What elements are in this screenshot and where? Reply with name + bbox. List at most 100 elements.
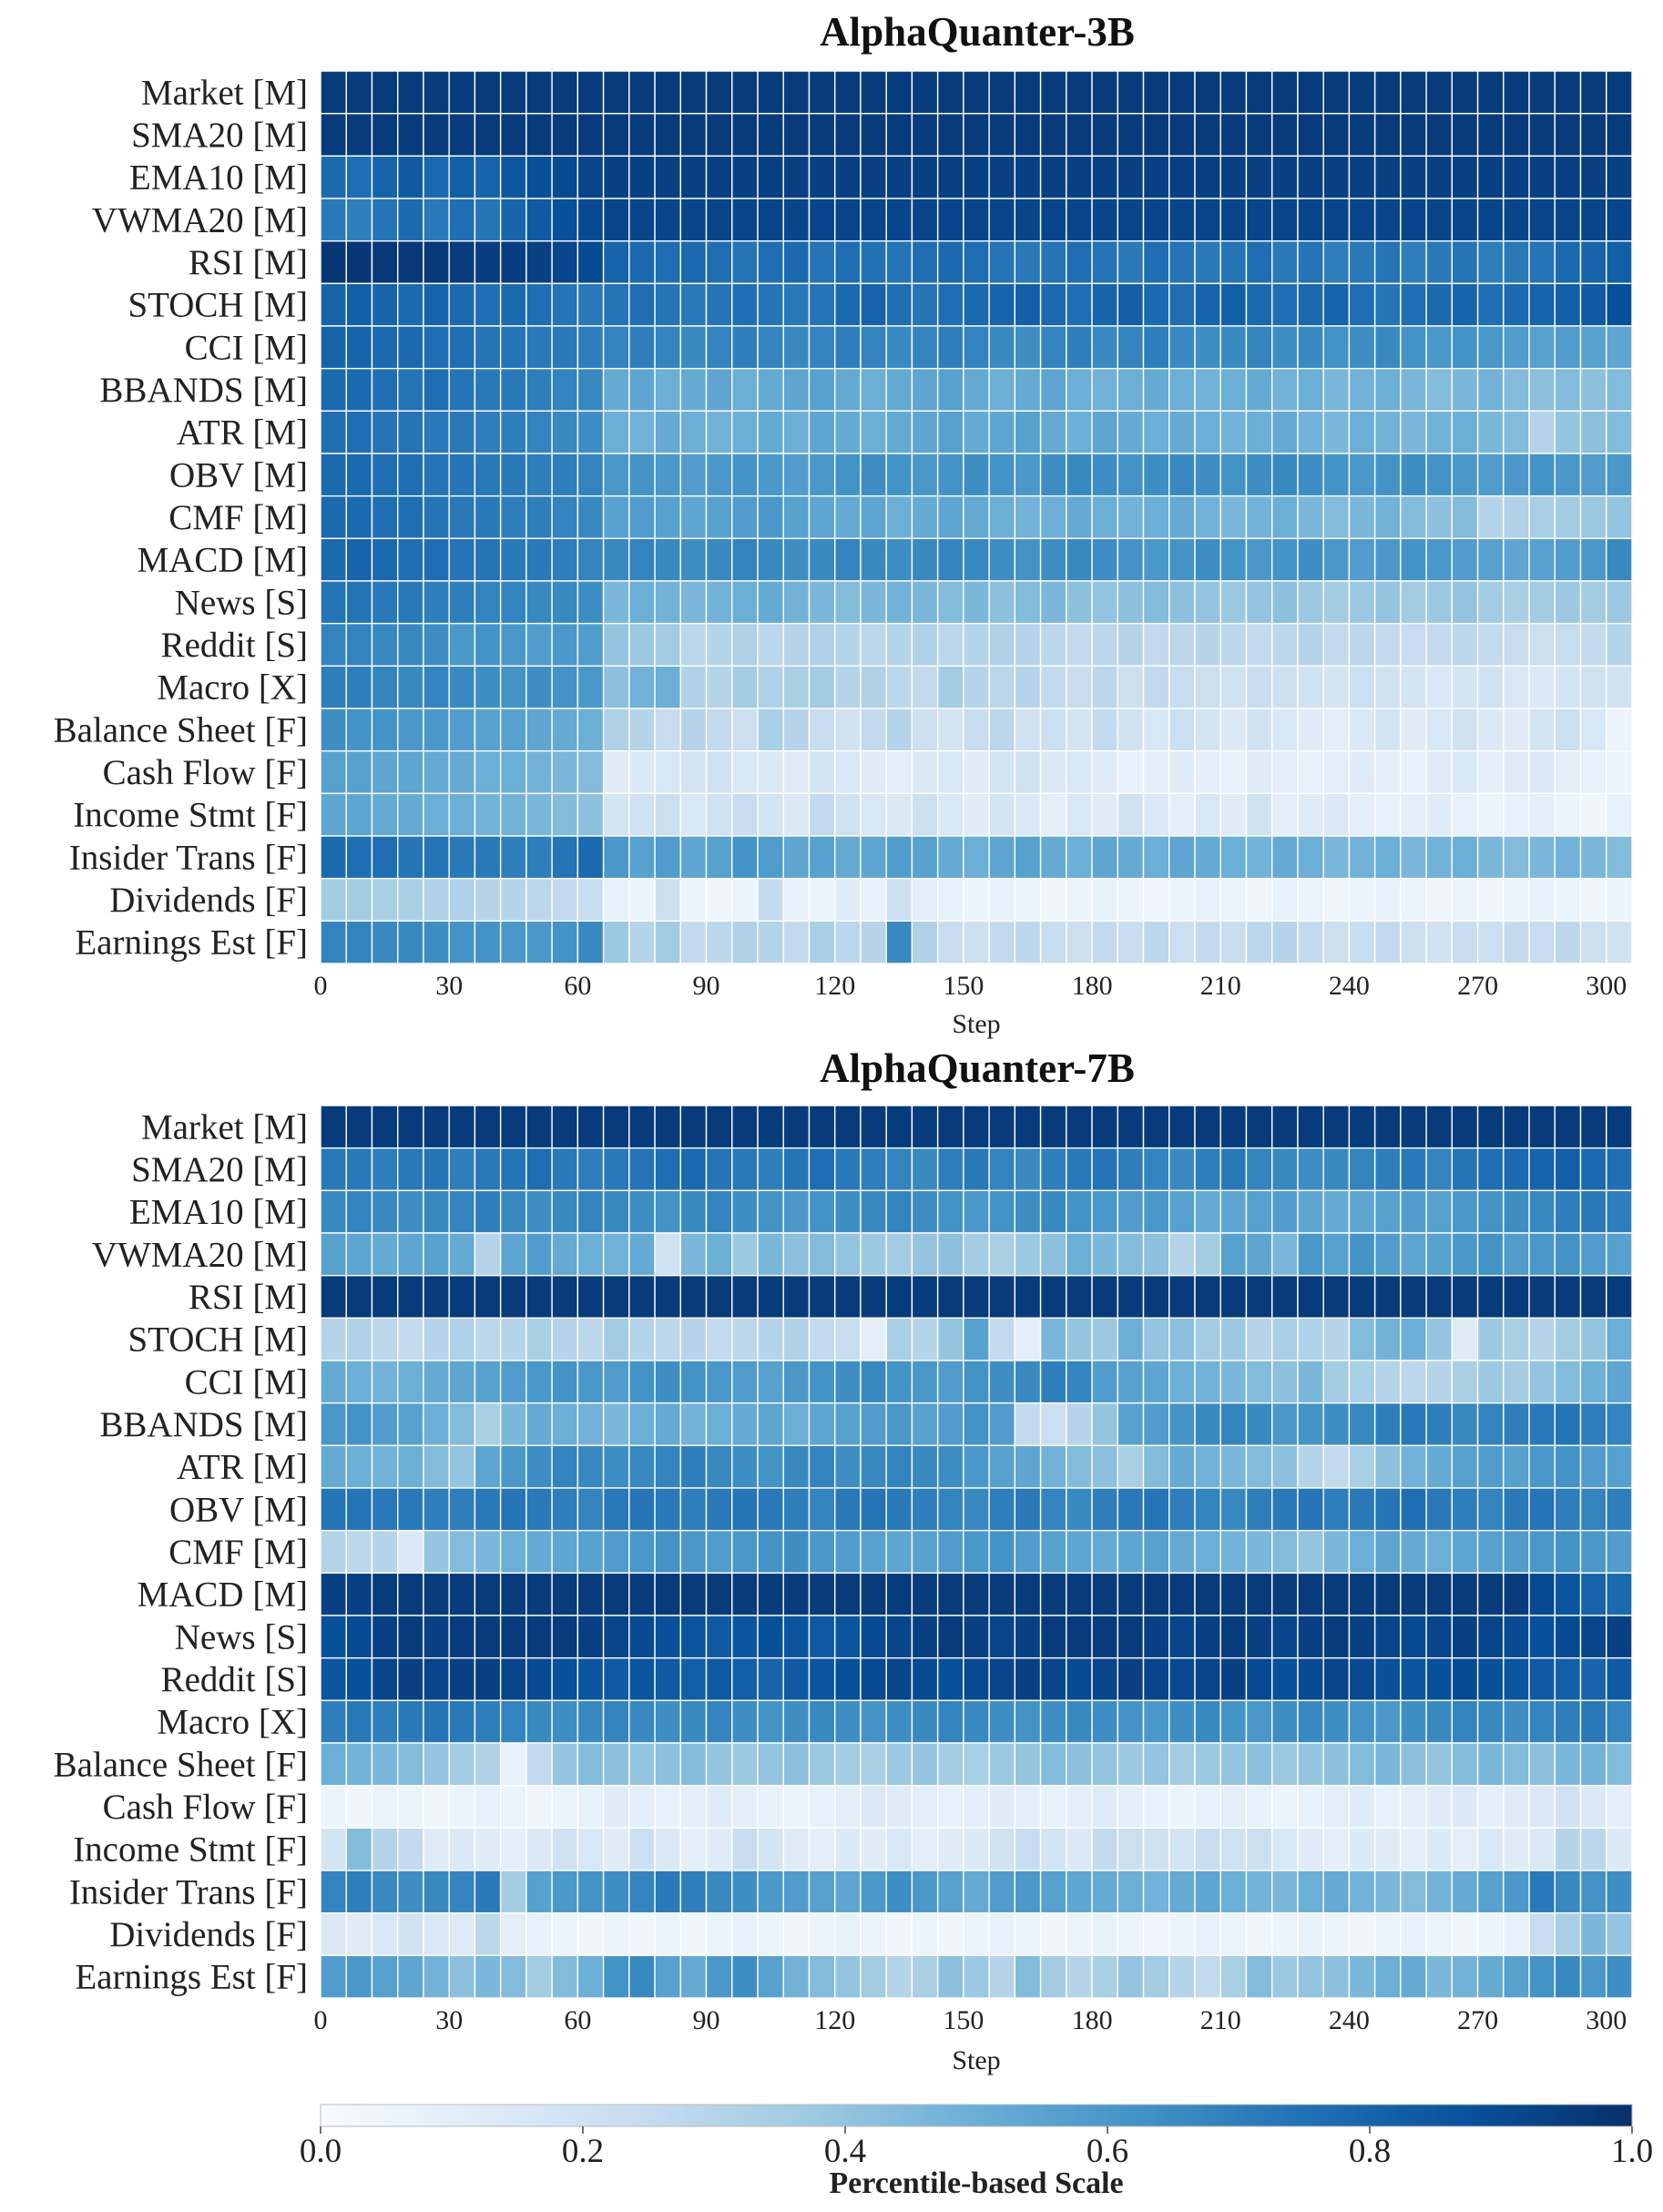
heatmap-cell [1091,1360,1119,1404]
heatmap-cell [988,1402,1016,1447]
heatmap-cell [1297,1317,1324,1361]
heatmap-cell [911,1615,939,1659]
heatmap-cell [679,622,708,668]
heatmap-cell [1194,155,1221,199]
heatmap-cell [499,1189,527,1234]
heatmap-cell [731,367,759,413]
heatmap-cell [1091,240,1119,285]
heatmap-cell [1039,1232,1067,1277]
heatmap-cell [1348,1784,1376,1830]
heatmap-cell [628,1105,656,1149]
heatmap-cell [1373,665,1402,709]
heatmap-cell [1245,155,1273,199]
heatmap-cell [1117,1870,1145,1914]
heatmap-cell [1039,1911,1067,1957]
heatmap-cell [911,1105,939,1149]
heatmap-cell [1297,1870,1324,1914]
heatmap-cell [499,580,527,625]
heatmap-cell [885,1870,913,1914]
heatmap-cell [423,282,450,327]
heatmap-cell [988,1147,1016,1192]
heatmap-cell [345,1572,373,1616]
heatmap-cell [371,1274,399,1320]
row-label: Market [M] [141,73,308,112]
heatmap-cell [1117,1444,1145,1489]
heatmap-cell [1066,1615,1093,1659]
heatmap-cell [1528,1827,1556,1871]
heatmap-cell [654,1870,681,1914]
heatmap-cell [1425,835,1454,880]
colorbar-tick-label: 0.0 [300,2133,342,2170]
heatmap-cell [1528,835,1556,880]
heatmap-cell [1245,1870,1273,1914]
heatmap-cell [423,1656,450,1702]
heatmap-cell [1271,494,1299,540]
heatmap-cell [1014,708,1042,752]
heatmap-cell [1168,112,1196,158]
heatmap-cell [1142,708,1170,752]
heatmap-cell [1117,877,1145,923]
heatmap-cell [423,1274,450,1320]
heatmap-cell [1091,1232,1119,1277]
heatmap-cell [320,1444,347,1489]
heatmap-cell [1117,1954,1145,1999]
heatmap-cell [808,1827,836,1871]
heatmap-cell [1348,1105,1376,1149]
heatmap-cell [1322,622,1351,668]
heatmap-cell [1451,410,1479,454]
heatmap-cell [1297,1444,1324,1489]
heatmap-cell [1117,1232,1145,1277]
heatmap-cell [1014,835,1042,880]
heatmap-cell [1142,1572,1170,1616]
heatmap-cell [1554,1870,1582,1914]
heatmap-cell [834,665,862,709]
heatmap-cell [1528,1615,1556,1659]
heatmap-cell [808,1402,836,1447]
heatmap-cell [988,665,1016,709]
heatmap-cell [1451,1954,1479,1999]
heatmap-cell [1271,580,1299,625]
heatmap-cell [1606,410,1633,454]
heatmap-cell [1476,1529,1505,1575]
heatmap-cell [679,1402,708,1447]
heatmap-cell [1322,282,1351,327]
heatmap-cell [1348,1870,1376,1914]
heatmap-cell [860,1232,887,1277]
heatmap-cell [423,1572,450,1616]
heatmap-cell [1476,494,1505,540]
heatmap-cell [1425,1699,1454,1744]
heatmap-cell [1117,1487,1145,1532]
heatmap-cell [679,1274,708,1320]
heatmap-cell [1528,580,1556,625]
heatmap-cell [679,1360,708,1404]
heatmap-cell [988,198,1016,242]
heatmap-cell [1142,1699,1170,1744]
heatmap-cell [1014,112,1042,158]
heatmap-cell [1400,1360,1427,1404]
heatmap-cell [757,1317,784,1361]
heatmap-cell [731,665,759,709]
heatmap-cell [1554,1615,1582,1659]
heatmap-cell [628,112,656,158]
heatmap-cell [371,1954,399,1999]
heatmap-cell [1297,282,1324,327]
heatmap-cell [1066,494,1093,540]
heatmap-cell [602,112,630,158]
heatmap-cell [936,1870,964,1914]
heatmap-cell [936,1615,964,1659]
row-label: Insider Trans [F] [69,1872,308,1911]
heatmap-cell [525,1444,553,1489]
heatmap-cell [474,1784,502,1830]
heatmap-cell [1579,325,1607,370]
heatmap-cell [1451,1699,1479,1744]
heatmap-cell [1142,1870,1170,1914]
heatmap-cell [1528,410,1556,454]
heatmap-cell [757,580,784,625]
heatmap-cell [423,453,450,497]
heatmap-cell [345,622,373,668]
heatmap-cell [397,792,424,837]
heatmap-cell [834,1784,862,1830]
heatmap-cell [757,1656,784,1702]
heatmap-cell [705,1402,733,1447]
heatmap-cell [397,1827,424,1871]
